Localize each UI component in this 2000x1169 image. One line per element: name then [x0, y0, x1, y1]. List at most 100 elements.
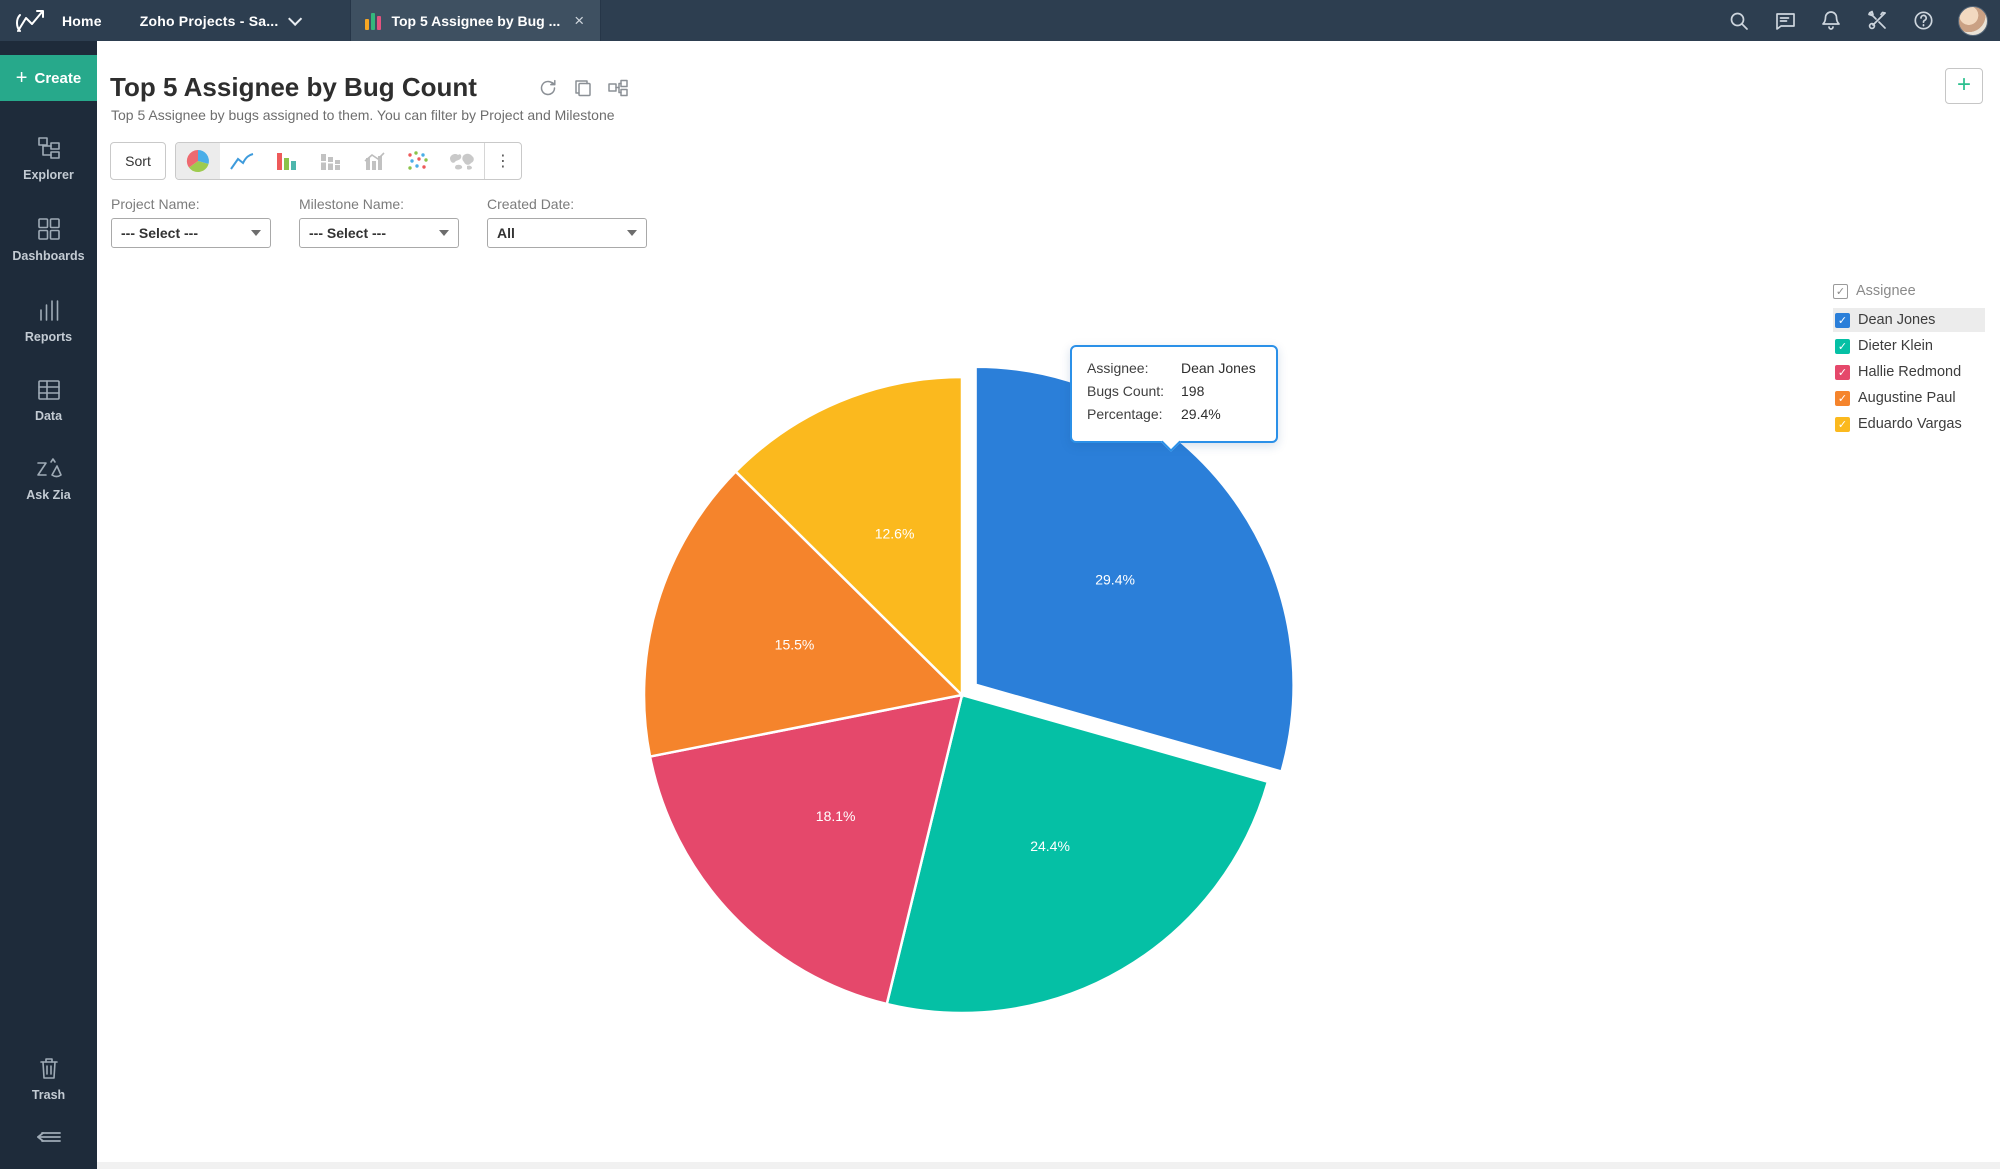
legend-item-label: Hallie Redmond	[1858, 364, 1962, 380]
sidebar-item-ask-zia[interactable]: Ask Zia	[0, 457, 97, 502]
reports-icon	[39, 300, 58, 321]
legend-checkbox[interactable]: ✓	[1835, 364, 1850, 380]
tooltip-value: 198	[1181, 383, 1205, 399]
tooltip-row: Bugs Count: 198	[1087, 383, 1262, 399]
chart-type-bar[interactable]	[264, 143, 308, 179]
notifications-bell-icon[interactable]	[1820, 10, 1842, 32]
project-name-select[interactable]: --- Select ---	[111, 218, 271, 248]
main-content: Top 5 Assignee by Bug Count Top 5 Assign…	[97, 41, 2000, 1169]
legend-select-all-checkbox[interactable]: ✓	[1833, 283, 1848, 299]
legend-header[interactable]: ✓ Assignee	[1833, 283, 1985, 299]
legend-item-label: Eduardo Vargas	[1858, 416, 1962, 432]
select-value: --- Select ---	[309, 225, 386, 241]
filter-project-name: Project Name: --- Select ---	[111, 196, 271, 248]
pie-chart-icon	[186, 149, 209, 173]
tab-close-icon[interactable]: ×	[574, 11, 585, 30]
legend-item-label: Dieter Klein	[1858, 338, 1933, 354]
report-bar-icon	[365, 12, 382, 30]
chart-toolbar: Sort	[110, 142, 522, 180]
feedback-icon[interactable]	[1774, 10, 1796, 32]
plus-icon: +	[15, 67, 28, 89]
pie-slice-label: 15.5%	[775, 637, 815, 653]
chevron-down-icon	[251, 230, 261, 236]
chart-type-pie[interactable]	[176, 143, 220, 179]
zoho-analytics-logo[interactable]	[0, 7, 62, 35]
legend-checkbox[interactable]: ✓	[1835, 338, 1850, 354]
trash-icon	[39, 1058, 58, 1079]
plus-icon: +	[1956, 71, 1971, 98]
select-value: --- Select ---	[121, 225, 198, 241]
pie-slice-label: 18.1%	[816, 808, 856, 824]
workspace-switcher[interactable]: Zoho Projects - Sa...	[139, 11, 303, 29]
page-title: Top 5 Assignee by Bug Count	[110, 72, 477, 102]
more-chart-types-icon[interactable]: ⋮	[495, 153, 511, 170]
chart-type-group: ⋮	[175, 142, 522, 180]
copy-icon[interactable]	[572, 77, 594, 99]
bottom-strip	[97, 1162, 2000, 1169]
legend-checkbox[interactable]: ✓	[1835, 390, 1850, 406]
legend-item-label: Augustine Paul	[1858, 390, 1956, 406]
legend-item-augustine-paul[interactable]: ✓ Augustine Paul	[1833, 386, 1985, 410]
top-bar: Home Zoho Projects - Sa... Top 5 Assigne…	[0, 0, 2000, 41]
filter-label: Created Date:	[487, 196, 575, 212]
legend-header-label: Assignee	[1856, 283, 1916, 299]
tooltip-label: Bugs Count:	[1087, 383, 1165, 399]
data-table-icon	[37, 380, 60, 400]
explorer-icon	[37, 137, 60, 159]
legend-checkbox[interactable]: ✓	[1835, 312, 1850, 328]
legend-item-dean-jones[interactable]: ✓ Dean Jones	[1833, 308, 1985, 332]
chart-type-scatter[interactable]	[396, 143, 440, 179]
chart-type-line[interactable]	[220, 143, 264, 179]
workspace-name: Zoho Projects - Sa...	[139, 12, 279, 29]
sidebar-item-label: Data	[34, 409, 63, 423]
help-icon[interactable]	[1912, 10, 1934, 32]
sidebar-item-reports[interactable]: Reports	[0, 297, 97, 344]
related-views-icon[interactable]	[607, 77, 629, 99]
refresh-icon[interactable]	[537, 77, 559, 99]
chart-type-stacked-bar[interactable]	[308, 143, 352, 179]
tools-icon[interactable]	[1866, 10, 1888, 32]
sidebar-item-label: Explorer	[23, 168, 74, 182]
milestone-name-select[interactable]: --- Select ---	[299, 218, 459, 248]
pie-slice-label: 29.4%	[1095, 571, 1135, 587]
created-date-select[interactable]: All	[487, 218, 647, 248]
nav-home[interactable]: Home	[62, 12, 102, 29]
topbar-actions	[1728, 0, 1988, 41]
sidebar-item-label: Trash	[31, 1088, 66, 1102]
pie-slice-hallie-redmond[interactable]	[648, 693, 964, 1006]
create-button[interactable]: + Create	[0, 55, 97, 101]
sort-button[interactable]: Sort	[110, 142, 166, 180]
select-value: All	[497, 225, 515, 241]
user-avatar[interactable]	[1958, 5, 1988, 36]
pie-chart: 29.4% 24.4% 18.1% 15.5% 12.6%	[610, 345, 1320, 1045]
analytics-logo-icon	[16, 9, 44, 32]
sidebar-item-label: Ask Zia	[26, 488, 71, 502]
sidebar-item-dashboards[interactable]: Dashboards	[0, 216, 97, 263]
tab-top5-assignee[interactable]: Top 5 Assignee by Bug ... ×	[350, 0, 602, 41]
chart-type-bar-line[interactable]	[352, 143, 396, 179]
add-view-button[interactable]: +	[1945, 68, 1983, 104]
sidebar-item-label: Reports	[24, 330, 73, 344]
filters-row: Project Name: --- Select --- Milestone N…	[111, 196, 647, 248]
page-subtitle: Top 5 Assignee by bugs assigned to them.…	[111, 107, 615, 123]
collapse-sidebar-icon[interactable]	[34, 1128, 64, 1151]
sidebar-item-trash[interactable]: Trash	[0, 1055, 97, 1102]
pie-slice-dean-jones[interactable]	[974, 365, 1295, 774]
legend-item-hallie-redmond[interactable]: ✓ Hallie Redmond	[1833, 360, 1985, 384]
filter-created-date: Created Date: All	[487, 196, 647, 248]
pie-slice-dieter-klein[interactable]	[885, 693, 1270, 1015]
sidebar-item-explorer[interactable]: Explorer	[0, 135, 97, 182]
pie-slice-augustine-paul[interactable]	[642, 469, 965, 759]
tooltip-row: Percentage: 29.4%	[1087, 406, 1262, 422]
legend-item-eduardo-vargas[interactable]: ✓ Eduardo Vargas	[1833, 412, 1985, 436]
search-icon[interactable]	[1728, 10, 1750, 32]
pie-slice-eduardo-vargas[interactable]	[733, 375, 964, 698]
sidebar-item-data[interactable]: Data	[0, 378, 97, 423]
legend-item-dieter-klein[interactable]: ✓ Dieter Klein	[1833, 334, 1985, 358]
title-actions	[537, 77, 629, 99]
legend-checkbox[interactable]: ✓	[1835, 416, 1850, 432]
chart-type-map[interactable]	[440, 143, 484, 179]
left-sidebar: + Create Explorer Dashboards Reports	[0, 41, 97, 1169]
tab-label: Top 5 Assignee by Bug ...	[391, 12, 561, 29]
